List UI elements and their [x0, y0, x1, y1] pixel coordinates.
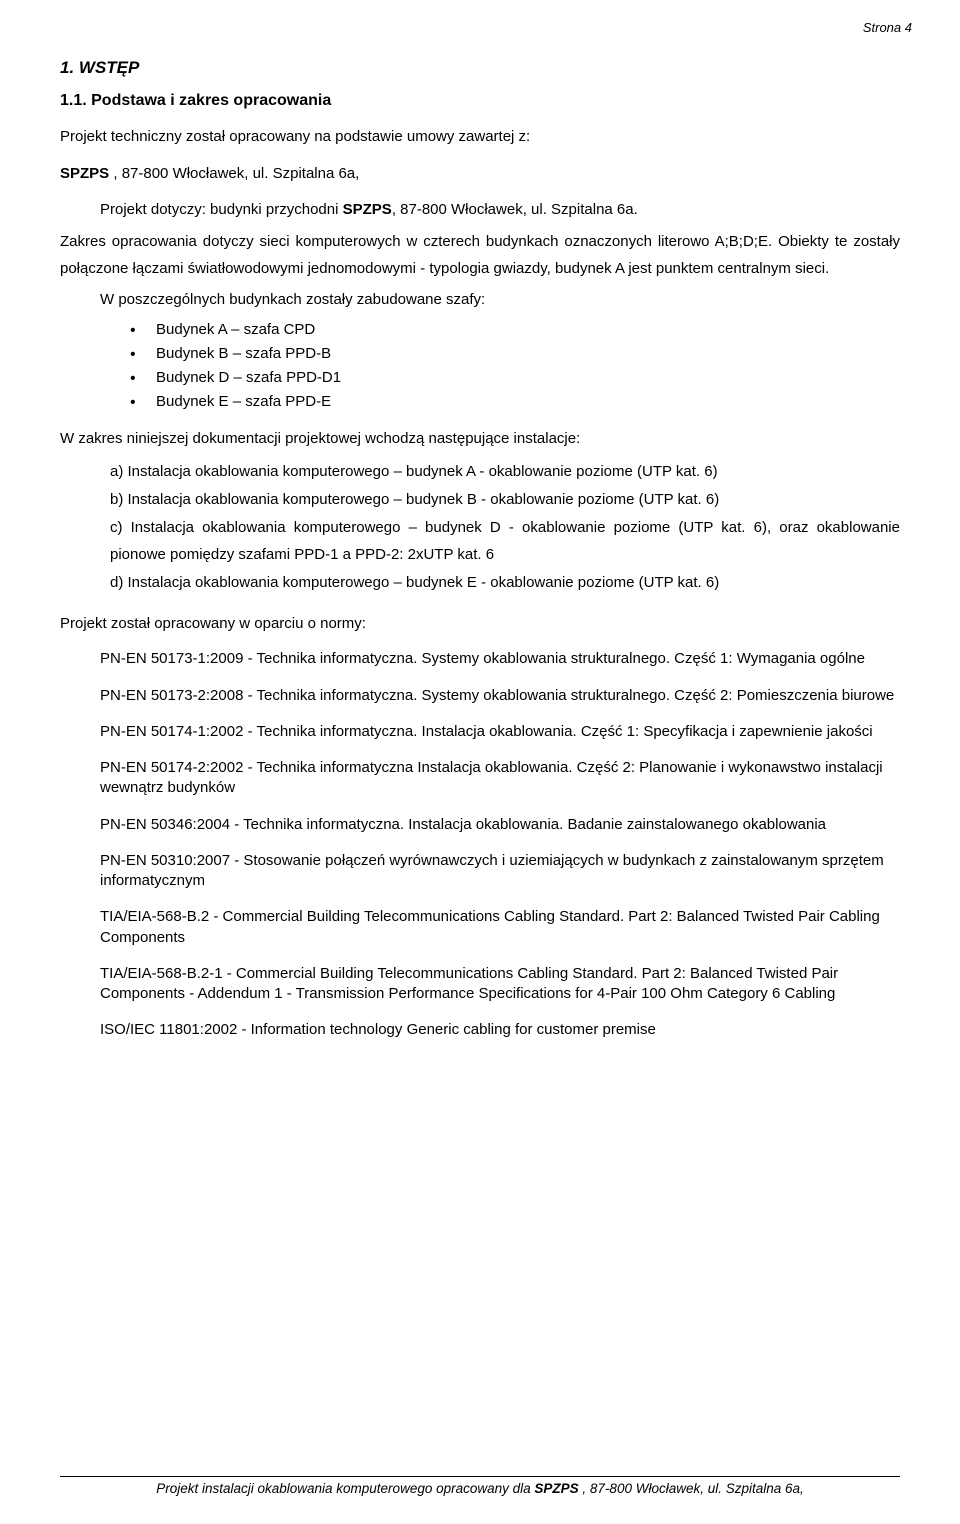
letter-item: b) Instalacja okablowania komputerowego … [110, 486, 900, 514]
project-concerns: Projekt dotyczy: budynki przychodni SPZP… [100, 199, 900, 222]
bullet-item: Budynek D – szafa PPD-D1 [130, 366, 900, 390]
norm-item: PN-EN 50310:2007 - Stosowanie połączeń w… [60, 851, 900, 892]
org-line: SPZPS , 87-800 Włocławek, ul. Szpitalna … [60, 163, 900, 186]
footer-bold: SPZPS [534, 1481, 578, 1496]
cabinets-intro: W poszczególnych budynkach zostały zabud… [100, 289, 900, 312]
letter-item: a) Instalacja okablowania komputerowego … [110, 458, 900, 486]
org-name-bold: SPZPS [60, 165, 109, 182]
intro-paragraph: Projekt techniczny został opracowany na … [60, 126, 900, 149]
footer-text-a: Projekt instalacji okablowania komputero… [156, 1481, 534, 1496]
norm-item: PN-EN 50173-2:2008 - Technika informatyc… [60, 686, 900, 706]
footer-text-b: , 87-800 Włocławek, ul. Szpitalna 6a, [579, 1481, 804, 1496]
footer-divider [60, 1476, 900, 1477]
intro2b: , 87-800 Włocławek, ul. Szpitalna 6a. [392, 201, 638, 218]
norm-item: TIA/EIA-568-B.2 - Commercial Building Te… [60, 907, 900, 948]
bullet-item: Budynek B – szafa PPD-B [130, 342, 900, 366]
bullet-item: Budynek E – szafa PPD-E [130, 390, 900, 414]
intro2a: Projekt dotyczy: budynki przychodni [100, 201, 343, 218]
letter-list: a) Instalacja okablowania komputerowego … [60, 458, 900, 597]
bullet-item: Budynek A – szafa CPD [130, 318, 900, 342]
norm-item: PN-EN 50174-2:2002 - Technika informatyc… [60, 758, 900, 799]
norms-intro: Projekt został opracowany w oparciu o no… [60, 613, 900, 636]
document-page: Strona 4 1. WSTĘP 1.1. Podstawa i zakres… [0, 0, 960, 1524]
org-rest: , 87-800 Włocławek, ul. Szpitalna 6a, [109, 165, 359, 182]
bullet-list: Budynek A – szafa CPD Budynek B – szafa … [60, 318, 900, 414]
norm-item: PN-EN 50174-1:2002 - Technika informatyc… [60, 722, 900, 742]
norm-item: ISO/IEC 11801:2002 - Information technol… [60, 1020, 900, 1040]
intro2-bold: SPZPS [343, 201, 392, 218]
scope-paragraph: Zakres opracowania dotyczy sieci kompute… [60, 228, 900, 284]
heading-1: 1. WSTĘP [60, 58, 900, 78]
norm-item: PN-EN 50173-1:2009 - Technika informatyc… [60, 649, 900, 669]
norm-item: TIA/EIA-568-B.2-1 - Commercial Building … [60, 964, 900, 1005]
page-number: Strona 4 [863, 20, 912, 35]
installations-intro: W zakres niniejszej dokumentacji projekt… [60, 428, 900, 451]
page-footer: Projekt instalacji okablowania komputero… [60, 1476, 900, 1496]
letter-item: d) Instalacja okablowania komputerowego … [110, 569, 900, 597]
heading-2: 1.1. Podstawa i zakres opracowania [60, 92, 900, 110]
letter-item: c) Instalacja okablowania komputerowego … [110, 514, 900, 570]
norm-item: PN-EN 50346:2004 - Technika informatyczn… [60, 815, 900, 835]
